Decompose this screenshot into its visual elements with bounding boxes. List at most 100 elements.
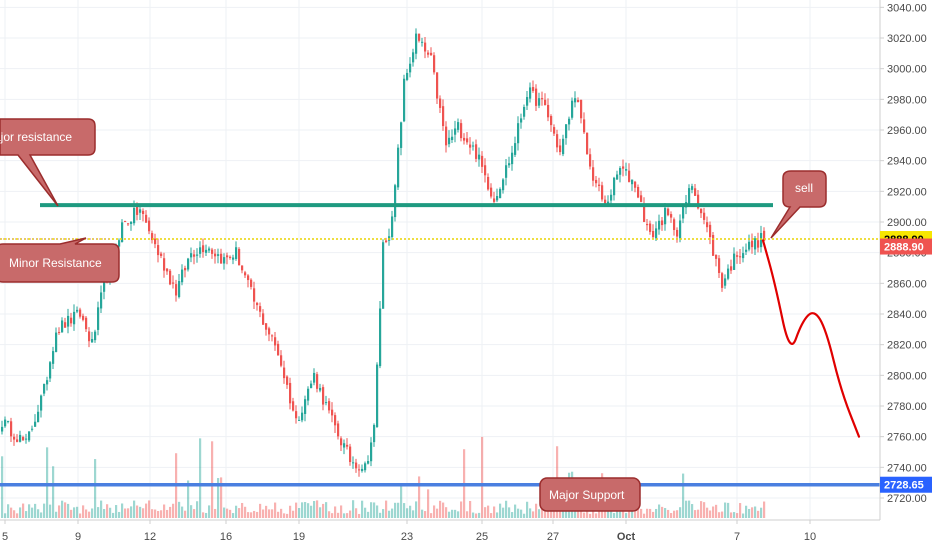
candle-body — [607, 201, 610, 205]
callout-shape — [770, 170, 827, 239]
candle-body — [133, 207, 136, 224]
volume-bar — [163, 504, 166, 518]
candle-body — [181, 269, 184, 283]
candle-body — [430, 52, 433, 56]
volume-bar — [697, 509, 700, 518]
volume-bar — [214, 508, 217, 518]
volume-bar — [256, 511, 259, 518]
volume-bar — [64, 502, 67, 518]
candle-body — [586, 132, 589, 155]
volume-bar — [343, 513, 346, 518]
candle-body — [592, 167, 595, 181]
y-tick-label: 2760.00 — [887, 432, 927, 444]
volume-bar — [421, 509, 424, 518]
volume-bar — [328, 511, 331, 518]
candle-body — [541, 98, 544, 100]
volume-bar — [757, 510, 760, 518]
candle-body — [229, 256, 232, 258]
volume-bar — [706, 507, 709, 518]
volume-bar — [658, 504, 661, 518]
candle-body — [655, 228, 658, 239]
chart-grid — [0, 0, 880, 520]
candle-body — [622, 166, 625, 169]
candle-body — [19, 434, 22, 442]
volume-bar — [31, 507, 34, 518]
candle-body — [400, 122, 403, 148]
volume-bar — [427, 489, 430, 518]
volume-bar — [19, 507, 22, 518]
volume-bar — [493, 506, 496, 518]
volume-bar — [346, 513, 349, 518]
volume-bar — [502, 507, 505, 518]
volume-bar — [235, 505, 238, 518]
candle-body — [46, 380, 49, 385]
volume-bar — [262, 509, 265, 518]
volume-bar — [244, 506, 247, 518]
minor-resistance-callout: Minor Resistance — [0, 237, 120, 283]
candle-body — [562, 138, 565, 155]
candle-body — [85, 317, 88, 330]
volume-bar — [238, 508, 241, 518]
volume-bar — [451, 509, 454, 518]
volume-bar — [754, 506, 757, 518]
callout-shape — [0, 237, 120, 283]
candle-body — [253, 288, 256, 302]
volume-bar — [514, 504, 517, 518]
y-tick-label: 3040.00 — [887, 2, 927, 14]
volume-bar — [7, 504, 10, 518]
candle-body — [760, 233, 763, 248]
volume-bar — [295, 502, 298, 518]
candle-body — [403, 78, 406, 122]
candle-body — [10, 421, 13, 437]
volume-bar — [136, 505, 139, 518]
x-tick-label: 7 — [734, 531, 740, 543]
volume-bar — [304, 502, 307, 518]
volume-bar — [478, 512, 481, 518]
volume-bar — [643, 513, 646, 518]
volume-bar — [517, 508, 520, 518]
volume-bar — [370, 502, 373, 518]
candle-body — [625, 169, 628, 171]
candle-body — [58, 331, 61, 333]
volume-bar — [361, 500, 364, 518]
candle-body — [301, 412, 304, 421]
volume-bar — [292, 510, 295, 518]
volume-bar — [271, 509, 274, 518]
volume-bar — [229, 509, 232, 518]
candle-body — [31, 428, 34, 430]
candle-body — [340, 438, 343, 446]
candle-body — [241, 265, 244, 271]
volume-bar — [640, 508, 643, 518]
candle-body — [463, 137, 466, 141]
y-axis-background — [880, 0, 932, 550]
volume-bar — [205, 512, 208, 518]
volume-bar — [172, 503, 175, 518]
x-tick-label: 9 — [75, 531, 81, 543]
volume-bar — [367, 511, 370, 518]
candle-body — [226, 255, 229, 258]
candle-body — [34, 421, 37, 427]
volume-bar — [130, 506, 133, 518]
volume-bar — [466, 511, 469, 518]
volume-bar — [310, 505, 313, 518]
volume-bar — [430, 513, 433, 518]
volume-bar — [646, 508, 649, 518]
volume-bar — [352, 500, 355, 518]
volume-bar — [670, 513, 673, 518]
volume-bar — [391, 508, 394, 518]
candle-body — [295, 411, 298, 419]
candle-body — [589, 154, 592, 167]
candle-body — [199, 247, 202, 254]
x-tick-label: 27 — [547, 531, 559, 543]
candle-body — [736, 255, 739, 257]
candle-body — [739, 256, 742, 258]
volume-bar — [283, 513, 286, 518]
volume-bar — [16, 513, 19, 518]
major-support-callout: Major Support — [539, 477, 641, 512]
y-tick-label: 2740.00 — [887, 462, 927, 474]
volume-bar — [253, 510, 256, 518]
candle-body — [37, 411, 40, 423]
candle-body — [457, 122, 460, 130]
volume-bar — [415, 501, 418, 518]
candle-body — [76, 309, 79, 312]
